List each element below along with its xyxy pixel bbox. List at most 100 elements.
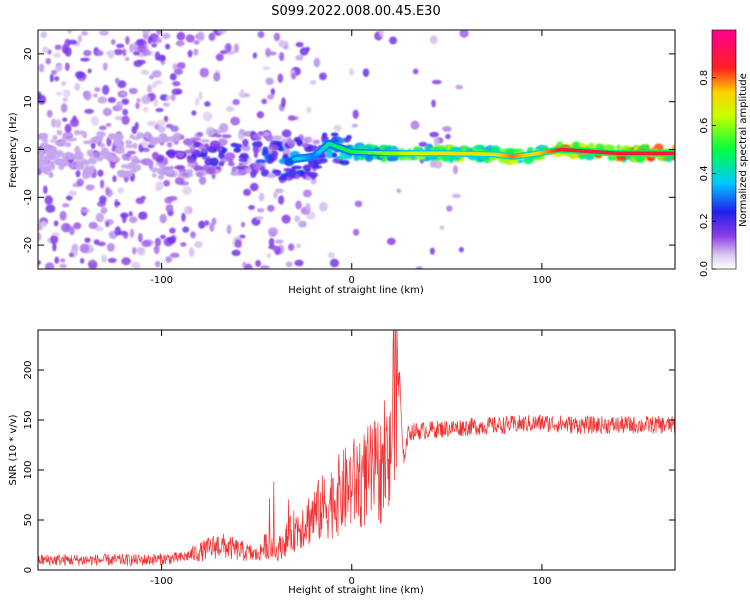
heatmap-band-blob: [615, 144, 622, 152]
heatmap-band-blob: [183, 149, 194, 154]
heatmap-noise-blob: [38, 91, 42, 100]
heatmap-noise-blob: [38, 63, 45, 73]
heatmap-noise-blob: [94, 87, 101, 92]
heatmap-band-blob: [38, 148, 46, 155]
heatmap-band-blob: [207, 147, 214, 153]
heatmap-band-blob: [75, 164, 85, 171]
heatmap-noise-blob: [174, 176, 185, 185]
heatmap-noise-blob: [270, 88, 276, 96]
heatmap-noise-blob: [140, 140, 149, 148]
heatmap-noise-blob: [53, 220, 59, 227]
heatmap-noise-blob: [138, 232, 143, 243]
heatmap-noise-blob: [151, 69, 162, 78]
heatmap-band-blob: [82, 167, 92, 177]
heatmap-band-blob: [224, 152, 236, 161]
heatmap-band-blob: [183, 138, 193, 146]
heatmap-noise-blob: [190, 231, 196, 239]
heatmap-noise-blob: [102, 107, 113, 117]
snr-y-ticks: 0 50 100 150 200: [23, 360, 675, 573]
heatmap-noise-blob: [131, 261, 141, 269]
heatmap-band-blob: [148, 141, 158, 146]
colorbar-tick-label: 0.8: [699, 70, 710, 86]
heatmap-noise-blob: [62, 97, 68, 103]
heatmap-noise-blob: [45, 57, 52, 65]
heatmap-noise-blob: [174, 68, 183, 75]
heatmap-noise-blob: [412, 68, 419, 75]
heatmap-noise-blob: [132, 50, 140, 56]
heatmap-band-blob: [187, 161, 196, 168]
heatmap-band-blob: [218, 161, 225, 167]
heatmap-noise-blob: [239, 234, 246, 239]
heatmap-band-blob: [99, 142, 106, 148]
heatmap-noise-blob: [132, 247, 137, 255]
heatmap-band-blob: [40, 168, 49, 173]
heatmap-noise-blob: [165, 256, 173, 263]
heatmap-noise-blob: [99, 179, 105, 189]
heatmap-noise-blob: [410, 120, 420, 130]
heatmap-band-blob: [124, 140, 133, 145]
heatmap-band-blob: [199, 139, 211, 143]
heatmap-noise-blob: [187, 49, 193, 58]
heatmap-noise-blob: [204, 101, 211, 107]
heatmap-noise-blob: [90, 142, 96, 150]
heatmap-noise-blob: [135, 39, 144, 47]
heatmap-band-blob: [192, 149, 201, 157]
heatmap-noise-blob: [172, 81, 181, 87]
heatmap-noise-blob: [180, 242, 187, 247]
heatmap-noise-blob: [273, 32, 281, 42]
heatmap-band-blob: [125, 153, 132, 158]
heatmap-noise-blob: [109, 160, 116, 169]
heatmap-noise-blob: [97, 169, 104, 177]
heatmap-noise-blob: [58, 263, 68, 269]
heatmap-band-blob: [72, 155, 83, 160]
heatmap-noise-blob: [386, 237, 396, 245]
heatmap-band-blob: [41, 155, 52, 161]
heatmap-noise-blob: [431, 79, 442, 85]
heatmap-band-blob: [157, 174, 165, 180]
heatmap-noise-blob: [105, 50, 116, 57]
snr-x-tick-label: -100: [150, 576, 173, 587]
heatmap-noise-blob: [287, 115, 296, 121]
heatmap-noise-blob: [352, 228, 360, 236]
heatmap-noise-blob: [147, 36, 153, 45]
heatmap-noise-blob: [122, 108, 129, 116]
heatmap-noise-blob: [147, 84, 153, 94]
heatmap-noise-blob: [273, 191, 278, 199]
heatmap-band-blob: [59, 140, 66, 145]
heatmap-noise-blob: [267, 94, 274, 100]
heatmap-noise-blob: [50, 69, 58, 75]
heatmap-noise-blob: [142, 49, 151, 56]
heatmap-band-blob: [242, 138, 249, 147]
heatmap-noise-blob: [85, 184, 95, 191]
heatmap-noise-blob: [55, 91, 63, 96]
heatmap-noise-blob: [46, 109, 53, 118]
heatmap-band-blob: [93, 151, 102, 158]
heatmap-noise-blob: [98, 125, 107, 131]
heatmap-band-blob: [255, 159, 267, 164]
heatmap-band-blob: [112, 157, 118, 163]
heatmap-band-blob: [238, 158, 248, 163]
heatmap-band-blob: [113, 140, 124, 147]
heatmap-band-blob: [132, 142, 138, 149]
heatmap-noise-blob: [249, 182, 259, 192]
heatmap-band-blob: [321, 136, 329, 141]
heatmap-noise-blob: [281, 214, 291, 224]
heatmap-noise-blob: [458, 246, 464, 253]
heatmap-noise-blob: [277, 195, 285, 205]
heatmap-noise-blob: [291, 72, 296, 80]
heatmap-noise-blob: [102, 62, 108, 71]
heatmap-noise-blob: [135, 197, 145, 205]
heatmap-noise-blob: [68, 39, 78, 45]
heatmap-band-blob: [215, 133, 222, 138]
heatmap-noise-blob: [287, 243, 295, 251]
heatmap-noise-blob: [298, 220, 307, 228]
heatmap-band-blob: [150, 167, 159, 173]
heatmap-noise-blob: [129, 43, 134, 53]
snr-x-axis-label: Height of straight line (km): [288, 585, 424, 596]
heatmap-noise-blob: [59, 210, 67, 221]
heatmap-band-blob: [293, 136, 301, 143]
heatmap-band-blob: [233, 147, 242, 153]
heatmap-noise-blob: [70, 162, 75, 169]
heatmap-noise-blob: [294, 215, 301, 223]
